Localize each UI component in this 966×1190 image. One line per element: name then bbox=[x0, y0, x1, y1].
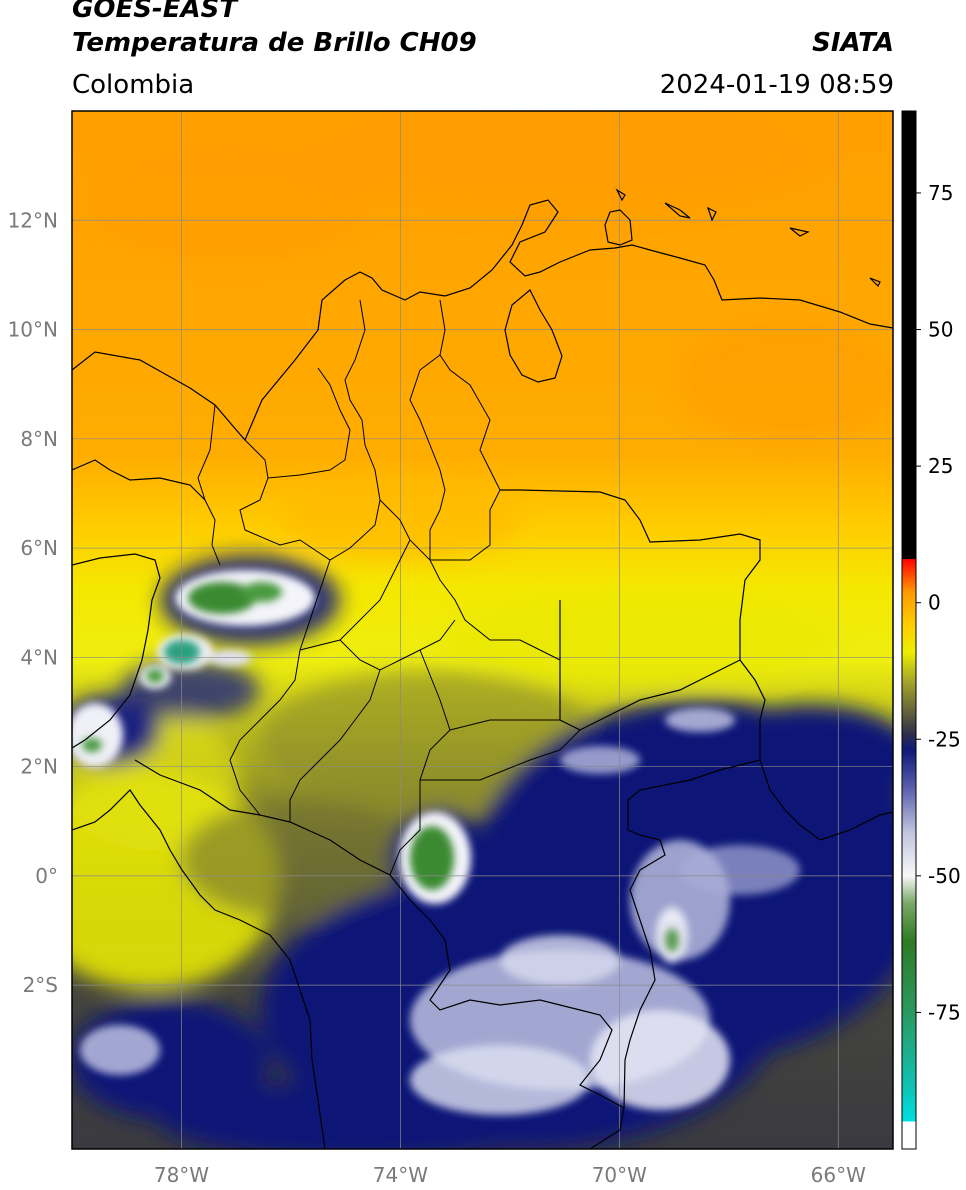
brightness-temperature-field bbox=[72, 111, 893, 1149]
map-title-satellite: GOES-EAST bbox=[72, 0, 238, 24]
colorbar-tick-label: -50 bbox=[928, 864, 961, 888]
lat-tick-label: 6°N bbox=[20, 536, 58, 560]
datetime-label: 2024-01-19 08:59 bbox=[659, 70, 894, 100]
pacific-coastline bbox=[72, 553, 326, 1149]
lon-tick-label: 74°W bbox=[373, 1163, 428, 1187]
colombia-border bbox=[500, 489, 893, 1109]
aruba-curacao-islands bbox=[615, 188, 881, 288]
latitude-tick-labels: 12°N 10°N 8°N 6°N 4°N 2°N 0° 2°S bbox=[8, 208, 58, 997]
lat-tick-label: 2°N bbox=[20, 755, 58, 779]
colorbar-tick-labels: 75 50 25 0 -25 -50 -75 bbox=[916, 181, 961, 1024]
panama-border bbox=[72, 459, 206, 501]
paraguana-peninsula bbox=[604, 209, 633, 246]
lat-tick-label: 10°N bbox=[8, 318, 58, 342]
lat-tick-label: 4°N bbox=[20, 645, 58, 669]
colorbar-tick-label: 75 bbox=[928, 181, 953, 205]
lat-tick-label: 0° bbox=[35, 864, 58, 888]
colorbar-tick-label: -75 bbox=[928, 1000, 961, 1024]
gridlines bbox=[72, 111, 893, 1149]
lon-tick-label: 78°W bbox=[154, 1163, 209, 1187]
lon-tick-label: 66°W bbox=[811, 1163, 866, 1187]
lat-tick-label: 2°S bbox=[23, 973, 58, 997]
colorbar-tick-label: 0 bbox=[928, 591, 941, 615]
lon-tick-label: 70°W bbox=[592, 1163, 647, 1187]
map-region-label: Colombia bbox=[72, 70, 195, 100]
caribbean-coastline bbox=[72, 199, 893, 442]
map-title-product: Temperatura de Brillo CH09 bbox=[72, 28, 477, 58]
lat-tick-label: 8°N bbox=[20, 427, 58, 451]
lat-tick-label: 12°N bbox=[8, 208, 58, 232]
colorbar: 75 50 25 0 -25 -50 -75 bbox=[901, 110, 961, 1150]
brazil-venezuela-border bbox=[559, 600, 741, 731]
ecuador-peru-border bbox=[134, 759, 625, 1149]
colorbar-tick-label: -25 bbox=[928, 727, 961, 751]
boundaries bbox=[72, 188, 893, 1149]
colorbar-tick-label: 25 bbox=[928, 454, 953, 478]
map-frame bbox=[71, 110, 894, 1150]
lake-maracaibo bbox=[504, 289, 563, 383]
organization-label: SIATA bbox=[812, 28, 894, 58]
colorbar-tick-label: 50 bbox=[928, 318, 953, 342]
longitude-tick-labels: 78°W 74°W 70°W 66°W bbox=[154, 1163, 866, 1187]
